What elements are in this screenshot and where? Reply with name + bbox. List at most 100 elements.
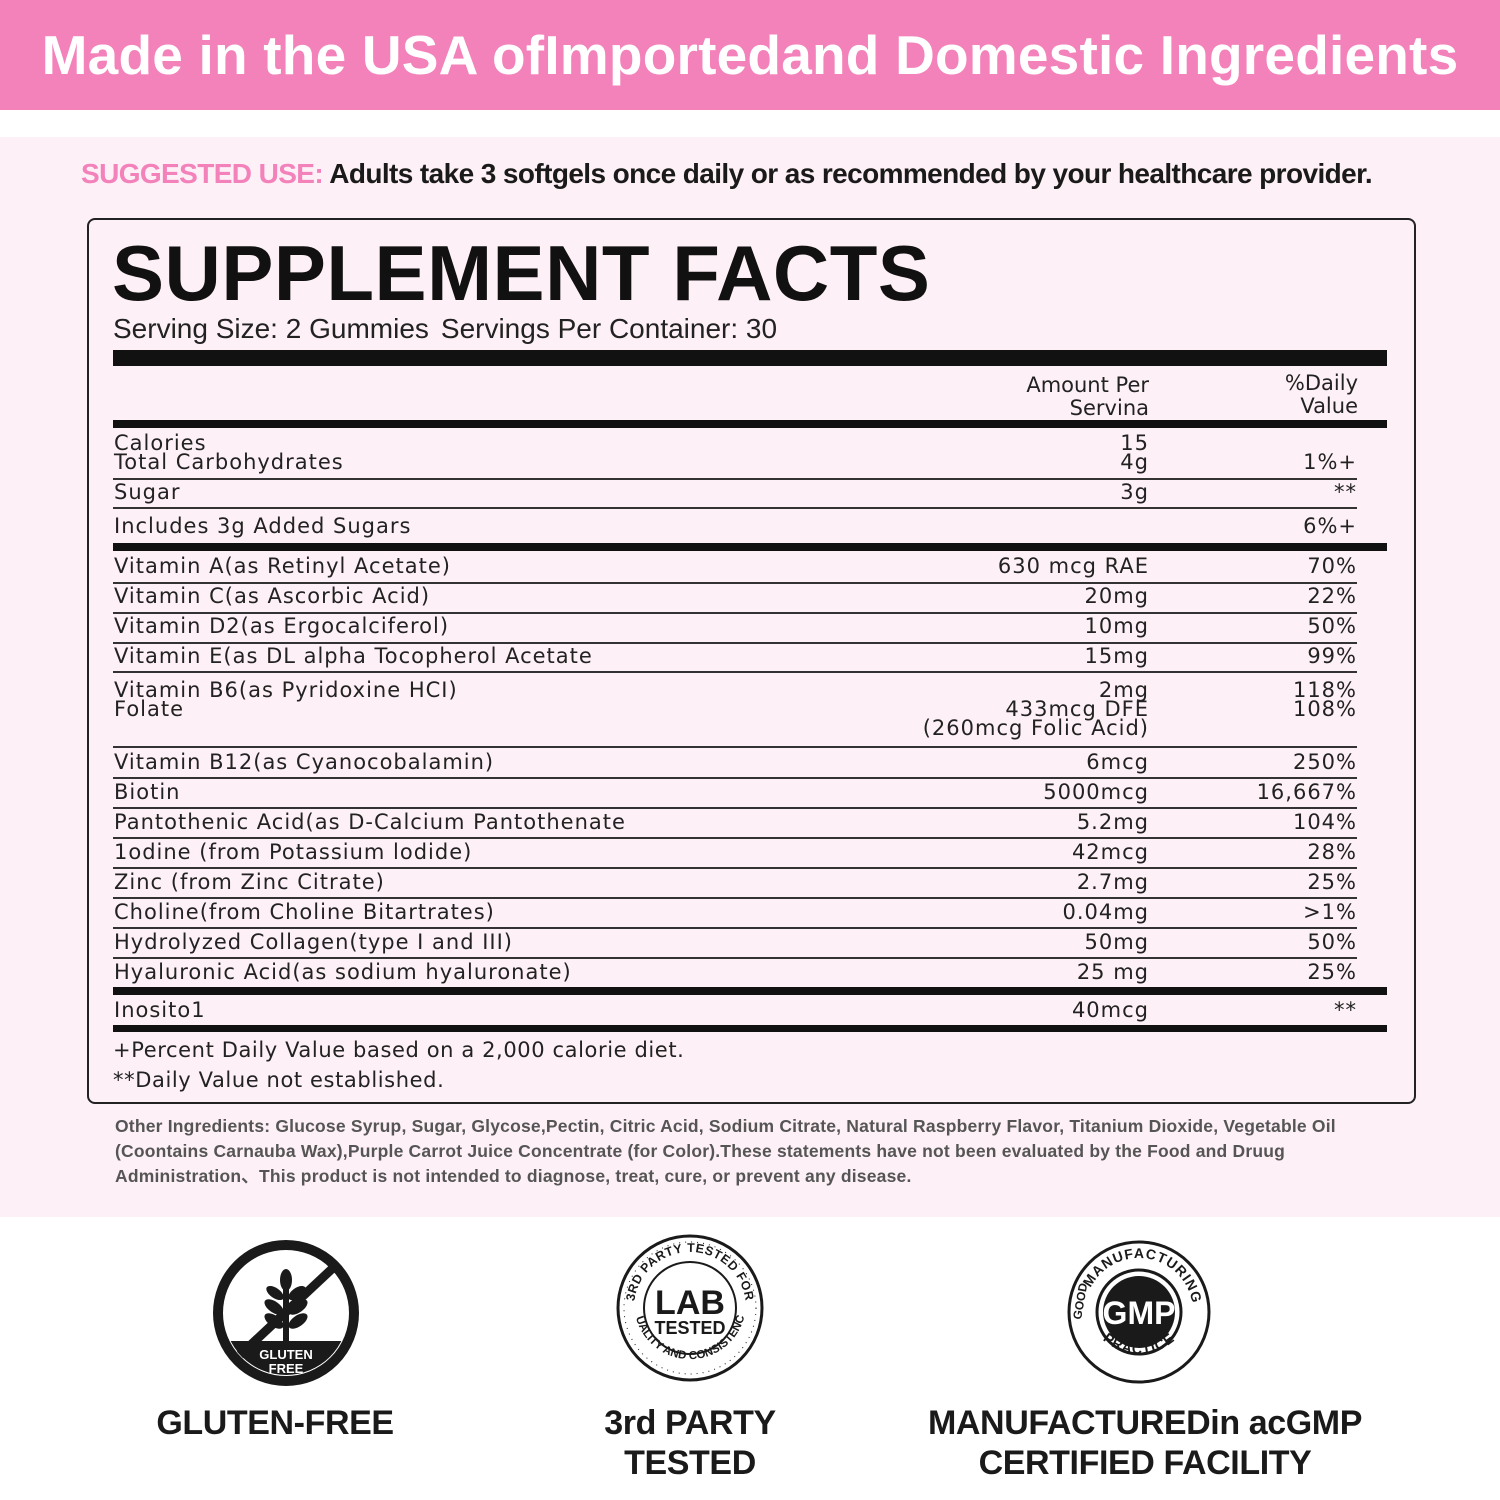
nutrient-daily-value: 99% xyxy=(1307,644,1357,668)
nutrient-amount: 15 xyxy=(1120,431,1149,455)
nutrient-daily-value: 104% xyxy=(1292,810,1357,834)
nutrient-amount: 25 mg xyxy=(1076,960,1149,984)
nutrient-amount: 42mcg xyxy=(1071,840,1149,864)
row-separator xyxy=(113,746,1357,748)
gmp-label: MANUFACTUREDin acGMP CERTIFIED FACILITY xyxy=(920,1403,1370,1483)
gmp-label-1: MANUFACTUREDin acGMP xyxy=(927,1404,1363,1442)
nutrient-daily-value: 22% xyxy=(1307,584,1357,608)
nutrient-daily-value: ** xyxy=(1334,480,1357,504)
row-separator xyxy=(113,867,1357,869)
banner-text: Made in the USA ofImportedand Domestic I… xyxy=(41,24,1459,86)
row-separator xyxy=(113,671,1357,673)
nutrient-name: Inosito1 xyxy=(114,998,206,1022)
nutrient-daily-value: 1%+ xyxy=(1303,450,1357,474)
nutrient-daily-value: 28% xyxy=(1307,840,1357,864)
row-separator xyxy=(113,897,1357,899)
header-amount-line1: Amount Per xyxy=(1026,373,1149,397)
gluten-icon-text-1: GLUTEN xyxy=(259,1347,312,1362)
nutrient-name: Vitamin B6(as Pyridoxine HCI) xyxy=(114,678,458,702)
nutrient-daily-value: 250% xyxy=(1292,750,1357,774)
nutrient-name: Vitamin E(as DL alpha Tocopherol Acetate xyxy=(114,644,593,668)
row-separator xyxy=(113,807,1357,809)
gluten-icon-text-2: FREE xyxy=(269,1361,304,1376)
thick-rule xyxy=(113,543,1387,551)
third-party-label-1: 3rd PARTY xyxy=(604,1404,776,1442)
row-separator xyxy=(113,957,1357,959)
nutrient-amount: 433mcg DFE xyxy=(1005,697,1149,721)
row-separator xyxy=(113,612,1357,614)
nutrient-daily-value: 16,667% xyxy=(1256,780,1357,804)
nutrient-name: Choline(from Choline Bitartrates) xyxy=(114,900,495,924)
lab-big-text: LAB xyxy=(655,1284,725,1322)
row-separator xyxy=(113,478,1357,480)
header-amount-line2: Servina xyxy=(1069,396,1149,420)
nutrient-daily-value: 50% xyxy=(1307,930,1357,954)
gmp-ring-left: GOOD xyxy=(1070,1282,1090,1321)
nutrient-amount: 2.7mg xyxy=(1076,870,1149,894)
nutrient-name: Vitamin B12(as Cyanocobalamin) xyxy=(114,750,495,774)
nutrient-amount: 20mg xyxy=(1084,584,1149,608)
nutrient-amount: 10mg xyxy=(1084,614,1149,638)
nutrient-daily-value: 70% xyxy=(1307,554,1357,578)
nutrient-amount: 5.2mg xyxy=(1076,810,1149,834)
suggested-use-text: Adults take 3 softgels once daily or as … xyxy=(329,158,1373,189)
gmp-big-text: GMP xyxy=(1103,1295,1176,1331)
header-dv-line2: Value xyxy=(1300,394,1358,418)
nutrient-name: Sugar xyxy=(114,480,181,504)
nutrient-daily-value: ** xyxy=(1334,998,1357,1022)
footnote-not-established: **Daily Value not established. xyxy=(113,1068,445,1092)
facts-title: SUPPLEMENT FACTS xyxy=(112,229,931,317)
nutrient-amount: (260mcg Folic Acid) xyxy=(922,716,1149,740)
nutrient-daily-value: 25% xyxy=(1307,960,1357,984)
thick-rule xyxy=(113,987,1387,995)
row-separator xyxy=(113,507,1357,509)
serving-info: Serving Size: 2 Gummies Servings Per Cont… xyxy=(113,313,777,345)
nutrient-amount: 4g xyxy=(1120,450,1149,474)
nutrient-amount: 0.04mg xyxy=(1062,900,1149,924)
nutrient-name: Hyaluronic Acid(as sodium hyaluronate) xyxy=(114,960,572,984)
nutrient-name: Vitamin A(as Retinyl Acetate) xyxy=(114,554,451,578)
serving-size: Serving Size: 2 Gummies xyxy=(113,313,429,344)
header-dv-line1: %Daily xyxy=(1284,371,1358,395)
nutrient-amount: 50mg xyxy=(1084,930,1149,954)
nutrient-name: Vitamin C(as Ascorbic Acid) xyxy=(114,584,431,608)
nutrient-daily-value: 50% xyxy=(1307,614,1357,638)
nutrient-name: Vitamin D2(as Ergocalciferol) xyxy=(114,614,450,638)
nutrient-amount: 3g xyxy=(1120,480,1149,504)
nutrient-daily-value: >1% xyxy=(1303,900,1357,924)
thick-rule xyxy=(113,350,1387,366)
nutrient-daily-value: 25% xyxy=(1307,870,1357,894)
nutrient-daily-value: 108% xyxy=(1292,697,1357,721)
nutrient-name: Total Carbohydrates xyxy=(114,450,344,474)
nutrient-name: Includes 3g Added Sugars xyxy=(114,514,412,538)
nutrient-name: Pantothenic Acid(as D-Calcium Pantothena… xyxy=(114,810,626,834)
row-separator xyxy=(113,927,1357,929)
header-amount: Amount Per Servina xyxy=(950,374,1149,420)
lab-tested-text: TESTED xyxy=(654,1318,725,1338)
servings-per-container: Servings Per Container: 30 xyxy=(440,313,778,344)
other-ingredients: Other Ingredients: Glucose Syrup, Sugar,… xyxy=(115,1116,1336,1186)
nutrient-daily-value: 6%+ xyxy=(1303,514,1357,538)
footnote-percent: +Percent Daily Value based on a 2,000 ca… xyxy=(113,1038,685,1062)
nutrient-name: 1odine (from Potassium lodide) xyxy=(114,840,473,864)
nutrient-amount: 40mcg xyxy=(1071,998,1149,1022)
gmp-label-2: CERTIFIED FACILITY xyxy=(978,1444,1312,1482)
header-rule xyxy=(113,420,1387,428)
nutrient-name: Biotin xyxy=(114,780,181,804)
header-daily-value: %Daily Value xyxy=(1230,372,1358,418)
gluten-free-icon: GLUTEN FREE xyxy=(210,1237,362,1389)
gluten-free-label: GLUTEN-FREE xyxy=(156,1404,394,1442)
thick-rule xyxy=(113,1025,1387,1032)
nutrient-amount: 630 mcg RAE xyxy=(997,554,1149,578)
third-party-label-2: TESTED xyxy=(624,1444,756,1482)
nutrient-name: Zinc (from Zinc Citrate) xyxy=(114,870,385,894)
nutrient-amount: 2mg xyxy=(1098,678,1149,702)
third-party-tested-label: 3rd PARTY TESTED xyxy=(540,1403,840,1483)
suggested-use-label: SUGGESTED USE: xyxy=(81,158,324,189)
row-separator xyxy=(113,837,1357,839)
row-separator xyxy=(113,777,1357,779)
row-separator xyxy=(113,642,1357,644)
nutrient-amount: 6mcg xyxy=(1086,750,1149,774)
row-separator xyxy=(113,582,1357,584)
nutrient-daily-value: 118% xyxy=(1292,678,1357,702)
